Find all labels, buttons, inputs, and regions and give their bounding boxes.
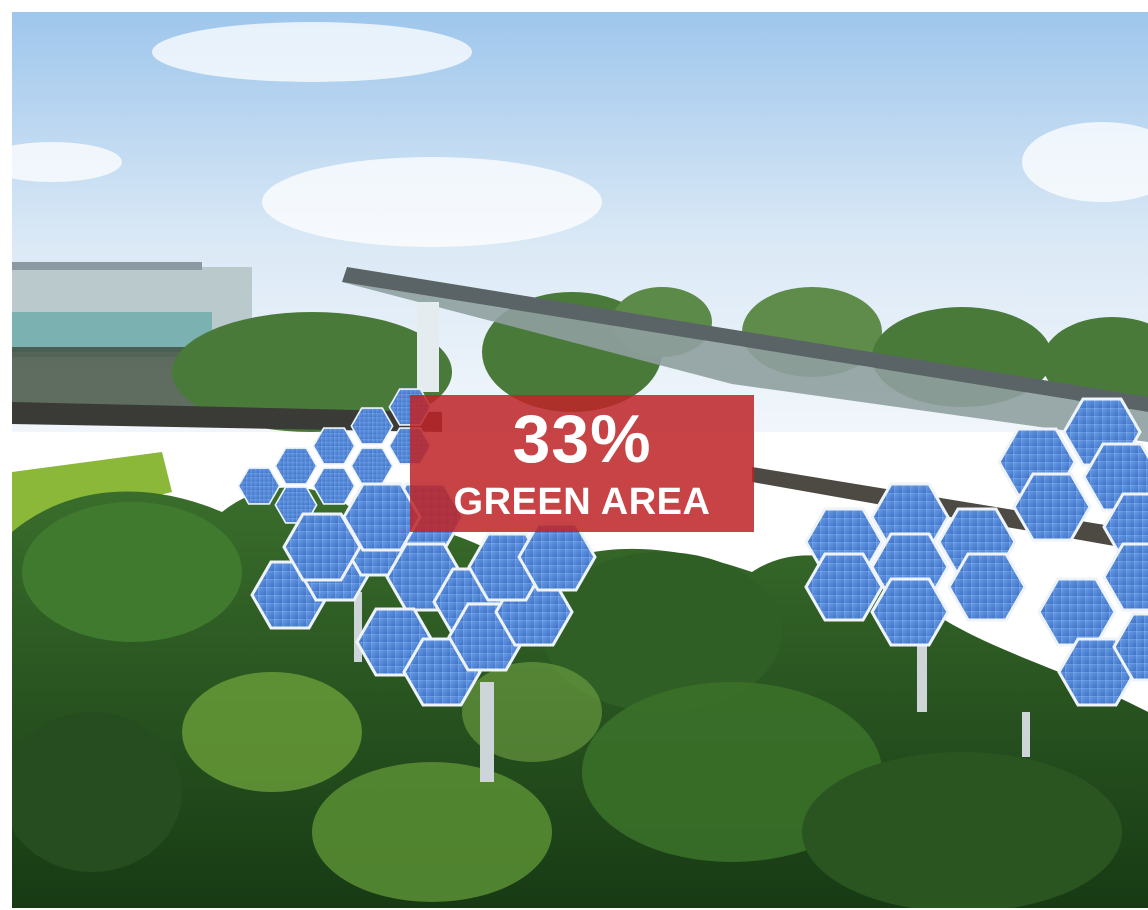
green-area-stat-banner: 33% GREEN AREA — [410, 395, 754, 532]
walkway — [12, 402, 442, 432]
foliage-highlights — [12, 502, 1122, 908]
solar-tree-poles — [354, 592, 1030, 782]
canopy-roof — [342, 267, 1148, 442]
clouds — [12, 22, 1148, 247]
scene-illustration — [12, 12, 1148, 908]
stat-percentage: 33% — [512, 401, 652, 477]
photo — [12, 12, 1148, 908]
stat-label: GREEN AREA — [453, 481, 711, 523]
